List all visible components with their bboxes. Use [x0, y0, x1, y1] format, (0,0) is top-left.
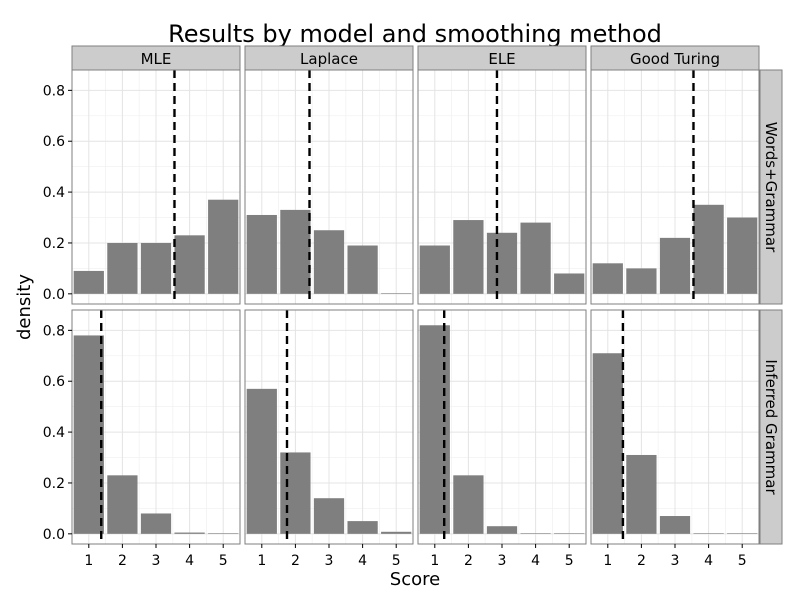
strip-label-laplace: Laplace — [300, 50, 358, 68]
bar-score-5 — [208, 199, 239, 294]
bar-score-3 — [140, 242, 172, 294]
panel-inferred-grammar-good-turing — [590, 309, 760, 545]
strip-inferred-grammar — [759, 309, 783, 545]
bar-score-3 — [313, 498, 345, 534]
y-axis-title: density — [14, 274, 35, 340]
strip-good-turing — [590, 45, 760, 71]
panel-border — [71, 69, 241, 305]
y-tick-label: 0.2 — [43, 476, 65, 492]
bar-score-1 — [73, 335, 104, 534]
x-tick-label: 4 — [185, 553, 194, 569]
y-tick-label: 0.6 — [43, 374, 65, 390]
bar-score-4 — [693, 533, 724, 534]
x-tick-label: 1 — [257, 553, 266, 569]
panel-border — [590, 69, 760, 305]
bar-score-2 — [280, 452, 311, 534]
bar-score-1 — [592, 263, 623, 294]
y-tick-label: 0.6 — [43, 134, 65, 150]
bar-score-1 — [592, 353, 623, 534]
y-tick-label: 0.4 — [43, 185, 65, 201]
strip-laplace — [244, 45, 414, 71]
bar-score-4 — [520, 533, 551, 534]
y-tick-label: 0.8 — [43, 83, 65, 99]
y-tick-label: 0.8 — [43, 323, 65, 339]
y-tick-label: 0.0 — [43, 287, 65, 303]
bar-score-5 — [381, 531, 412, 534]
panel-words-grammar-good-turing — [590, 69, 760, 305]
facet-grid: MLE Laplace ELE Good Turing Words+Grammar Inf… — [43, 45, 783, 569]
x-tick-label: 1 — [84, 553, 93, 569]
x-axis-title: Score — [390, 569, 440, 590]
bar-score-5 — [727, 533, 758, 534]
bar-score-2 — [626, 454, 657, 534]
x-tick-label: 5 — [738, 553, 747, 569]
strip-words-grammar — [759, 69, 783, 305]
x-tick-label: 4 — [704, 553, 713, 569]
x-tick-label: 1 — [430, 553, 439, 569]
panel-border — [417, 69, 587, 305]
bar-score-3 — [659, 516, 691, 534]
x-tick-label: 2 — [118, 553, 127, 569]
x-tick-label: 3 — [152, 553, 161, 569]
bar-score-4 — [174, 532, 205, 534]
x-tick-label: 3 — [498, 553, 507, 569]
bar-score-2 — [107, 475, 138, 534]
bar-score-3 — [659, 237, 691, 294]
bar-score-5 — [208, 533, 239, 534]
panel-border — [244, 69, 414, 305]
panel-inferred-grammar-ele — [417, 309, 587, 545]
x-tick-label: 5 — [392, 553, 401, 569]
bar-score-3 — [140, 513, 172, 534]
chart-title: Results by model and smoothing method — [168, 20, 662, 48]
bar-score-5 — [727, 217, 758, 294]
bar-score-4 — [520, 222, 551, 294]
bar-score-2 — [453, 475, 484, 534]
x-tick-label: 1 — [603, 553, 612, 569]
bar-score-4 — [693, 204, 724, 294]
bar-score-3 — [313, 230, 345, 294]
bar-score-4 — [347, 245, 378, 294]
bar-score-1 — [419, 245, 450, 294]
bar-score-1 — [246, 388, 277, 534]
bar-score-2 — [280, 209, 311, 294]
bar-score-2 — [453, 220, 484, 294]
x-tick-label: 3 — [325, 553, 334, 569]
strip-label-ele: ELE — [488, 50, 515, 68]
bar-score-2 — [626, 268, 657, 294]
bar-score-1 — [73, 270, 104, 294]
panel-words-grammar-laplace — [244, 69, 414, 305]
bar-score-5 — [554, 273, 585, 294]
strip-label-inferred-grammar: Inferred Grammar — [762, 359, 780, 495]
bar-score-5 — [381, 293, 412, 294]
x-tick-label: 2 — [637, 553, 646, 569]
strip-mle — [71, 45, 241, 71]
x-tick-label: 2 — [464, 553, 473, 569]
strip-label-mle: MLE — [141, 50, 172, 68]
panel-words-grammar-mle — [71, 69, 241, 305]
bar-score-3 — [486, 232, 518, 294]
bar-score-4 — [347, 521, 378, 534]
y-tick-label: 0.0 — [43, 527, 65, 543]
bar-score-2 — [107, 242, 138, 294]
x-tick-label: 4 — [358, 553, 367, 569]
panel-words-grammar-ele — [417, 69, 587, 305]
panel-inferred-grammar-mle — [71, 309, 241, 545]
bar-score-1 — [246, 214, 277, 294]
y-tick-label: 0.4 — [43, 425, 65, 441]
bar-score-3 — [486, 526, 518, 534]
bar-score-4 — [174, 235, 205, 294]
bar-score-5 — [554, 533, 585, 534]
panel-inferred-grammar-laplace — [244, 309, 414, 545]
strip-label-words-grammar: Words+Grammar — [762, 122, 780, 253]
x-tick-label: 5 — [565, 553, 574, 569]
y-tick-label: 0.2 — [43, 236, 65, 252]
x-tick-label: 3 — [671, 553, 680, 569]
strip-label-good-turing: Good Turing — [630, 50, 720, 68]
x-tick-label: 2 — [291, 553, 300, 569]
x-tick-label: 4 — [531, 553, 540, 569]
x-tick-label: 5 — [219, 553, 228, 569]
